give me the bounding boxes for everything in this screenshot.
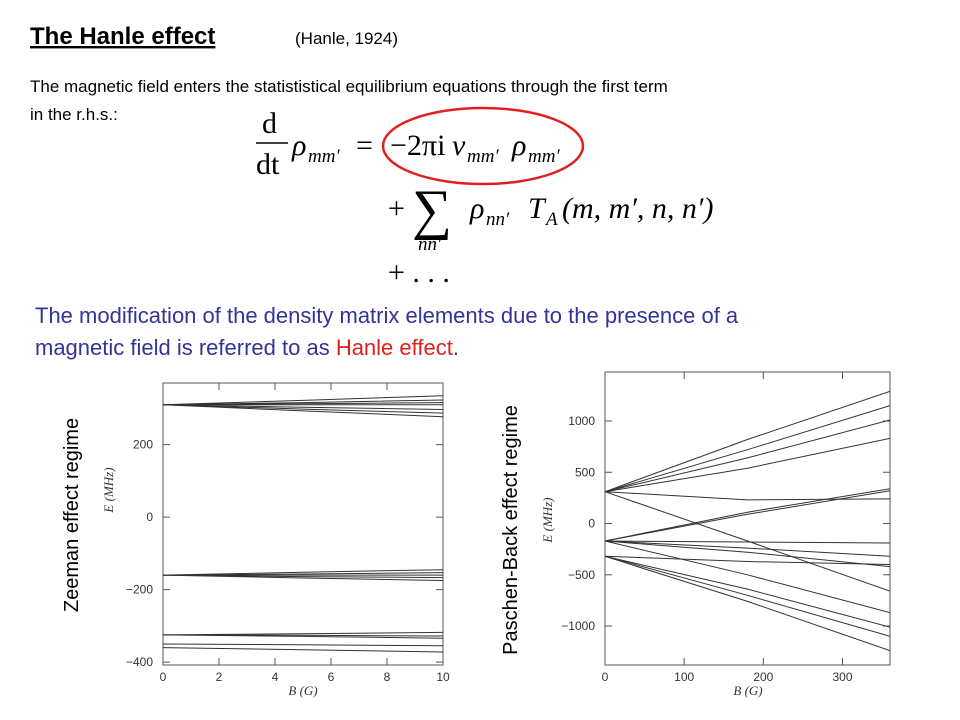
axis-label: E (MHz) — [101, 467, 116, 513]
eq-sub: mm′ — [467, 146, 499, 167]
energy-level — [604, 555, 891, 628]
equation: d dt ρ mm′ = −2πi ν mm′ ρ mm′ + ∑ nn′ ρ … — [256, 106, 713, 289]
energy-level — [604, 419, 891, 493]
eq-rho: ρ — [291, 129, 306, 162]
energy-level — [604, 540, 891, 568]
energy-level — [162, 569, 444, 576]
eq-nu: ν — [452, 129, 466, 162]
energy-level — [162, 634, 444, 639]
eq-sub: A — [544, 209, 558, 230]
title: The Hanle effect — [30, 23, 215, 50]
x-tick-label: 0 — [602, 670, 609, 684]
x-tick-label: 8 — [384, 670, 391, 684]
energy-level — [162, 574, 444, 581]
energy-level — [604, 555, 891, 637]
plot-frame — [162, 382, 444, 666]
energy-level — [604, 540, 891, 557]
energy-level — [604, 405, 891, 493]
axis-label: E (MHz) — [540, 497, 555, 543]
x-tick-label: 300 — [832, 670, 852, 684]
eq-sub: mm′ — [308, 146, 340, 167]
y-tick-label: −200 — [126, 583, 153, 597]
energy-level — [162, 404, 444, 414]
eq-rho: ρ — [511, 129, 526, 162]
eq-sum: ∑ — [412, 179, 452, 241]
y-tick-label: 0 — [146, 510, 153, 524]
energy-level — [604, 390, 891, 493]
citation: (Hanle, 1924) — [295, 29, 398, 48]
eq-sub: nn′ — [486, 209, 510, 230]
statement-text: magnetic field is referred to as — [35, 335, 336, 360]
energy-level — [604, 555, 891, 652]
y-tick-label: −400 — [126, 655, 153, 669]
energy-level — [162, 395, 444, 406]
axis-label: B (G) — [288, 683, 317, 698]
energy-level — [604, 490, 891, 542]
y-tick-label: −500 — [568, 568, 595, 582]
x-tick-label: 10 — [436, 670, 450, 684]
regime-label: Zeeman effect regime — [61, 418, 83, 612]
eq-T: T — [528, 192, 547, 225]
energy-level — [162, 643, 444, 647]
eq-args: (m, m′, n, n′) — [562, 192, 713, 225]
energy-level — [162, 647, 444, 653]
x-tick-label: 100 — [674, 670, 694, 684]
eq-dt: dt — [256, 148, 280, 181]
statement-end: . — [453, 335, 459, 360]
eq-sub: mm′ — [528, 146, 560, 167]
eq-dots: + . . . — [388, 256, 450, 289]
plot-frame — [604, 371, 891, 666]
eq-rho: ρ — [469, 192, 484, 225]
highlight-ellipse — [381, 106, 585, 186]
energy-level — [604, 491, 891, 592]
eq-term: −2πi — [390, 129, 445, 162]
x-tick-label: 0 — [160, 670, 167, 684]
energy-level — [604, 491, 891, 501]
energy-level — [162, 404, 444, 418]
statement-line: magnetic field is referred to as Hanle e… — [35, 335, 459, 360]
y-tick-label: 200 — [133, 438, 153, 452]
statement-highlight: Hanle effect — [336, 335, 453, 360]
energy-level — [604, 437, 891, 493]
energy-level — [604, 555, 891, 565]
regime-label: Paschen-Back effect regime — [500, 405, 522, 655]
eq-sub: nn′ — [418, 234, 442, 255]
x-tick-label: 6 — [328, 670, 335, 684]
statement-line: The modification of the density matrix e… — [35, 303, 739, 328]
eq-equals: = — [356, 129, 373, 162]
eq-plus: + — [388, 192, 405, 225]
y-tick-label: 1000 — [568, 414, 595, 428]
intro-line: in the r.h.s.: — [30, 105, 118, 124]
y-tick-label: −1000 — [561, 619, 595, 633]
x-tick-label: 2 — [216, 670, 223, 684]
x-tick-label: 200 — [753, 670, 773, 684]
energy-level — [604, 540, 891, 614]
energy-level — [604, 540, 891, 544]
energy-level — [604, 488, 891, 542]
y-tick-label: 500 — [575, 465, 595, 479]
y-tick-label: 0 — [588, 517, 595, 531]
axis-label: B (G) — [733, 683, 762, 698]
energy-level — [162, 631, 444, 636]
eq-d: d — [262, 107, 277, 140]
intro-line: The magnetic field enters the statistist… — [30, 77, 668, 96]
energy-level — [162, 404, 444, 410]
x-tick-label: 4 — [272, 670, 279, 684]
